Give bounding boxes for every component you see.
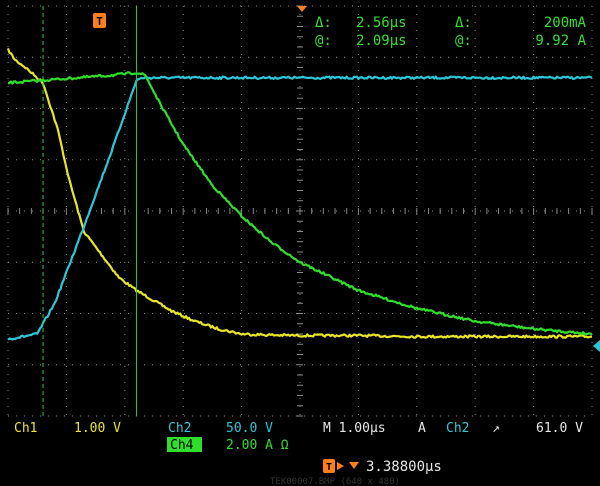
ch1-label[interactable]: Ch1: [14, 421, 37, 436]
trigger-position-arrow: [337, 462, 344, 470]
amp-delta-value: 200mA: [544, 15, 587, 31]
time-delta-label: Δ:: [315, 15, 332, 31]
ch2-level-arrow-icon[interactable]: [593, 340, 600, 352]
trace-ch4: [7, 71, 593, 336]
ch4-scale: 2.00 A Ω: [226, 438, 289, 453]
trigger-position-icon: [323, 459, 335, 473]
ch2-scale: 50.0 V: [226, 421, 273, 436]
ch2-label[interactable]: Ch2: [168, 421, 191, 436]
graticule: [7, 5, 593, 417]
ch4-label-bg: [167, 437, 202, 452]
trigger-down-arrow-icon: [349, 462, 359, 469]
watermark-text: TEK00007.BMP (640 x 480): [270, 477, 400, 486]
waveform-traces: [6, 48, 593, 341]
trace-ch2: [7, 75, 593, 341]
trigger-mode: A: [418, 421, 426, 436]
amp-at-value: 9.92 A: [535, 33, 586, 49]
ch4-label[interactable]: Ch4: [170, 438, 194, 453]
trigger-marker-icon[interactable]: T: [93, 13, 106, 28]
cursor-lines: [42, 6, 137, 416]
trigger-source: Ch2: [446, 421, 469, 436]
amp-delta-label: Δ:: [455, 15, 472, 31]
amp-at-label: @:: [455, 33, 472, 49]
time-at-label: @:: [315, 33, 332, 49]
timebase-readout[interactable]: M 1.00µs: [323, 421, 386, 436]
time-at-value: 2.09µs: [356, 33, 407, 49]
trigger-position-arrow-icon: [297, 6, 307, 12]
ch1-scale: 1.00 V: [74, 421, 121, 436]
trigger-position-value: 3.38800µs: [366, 459, 442, 475]
time-delta-value: 2.56µs: [356, 15, 407, 31]
trigger-level: 61.0 V: [536, 421, 583, 436]
trace-ch1: [6, 48, 592, 339]
trigger-marker-glyph: T: [96, 15, 103, 28]
trigger-slope-icon: ↗: [492, 421, 500, 436]
trigger-position-glyph: T: [326, 462, 332, 473]
